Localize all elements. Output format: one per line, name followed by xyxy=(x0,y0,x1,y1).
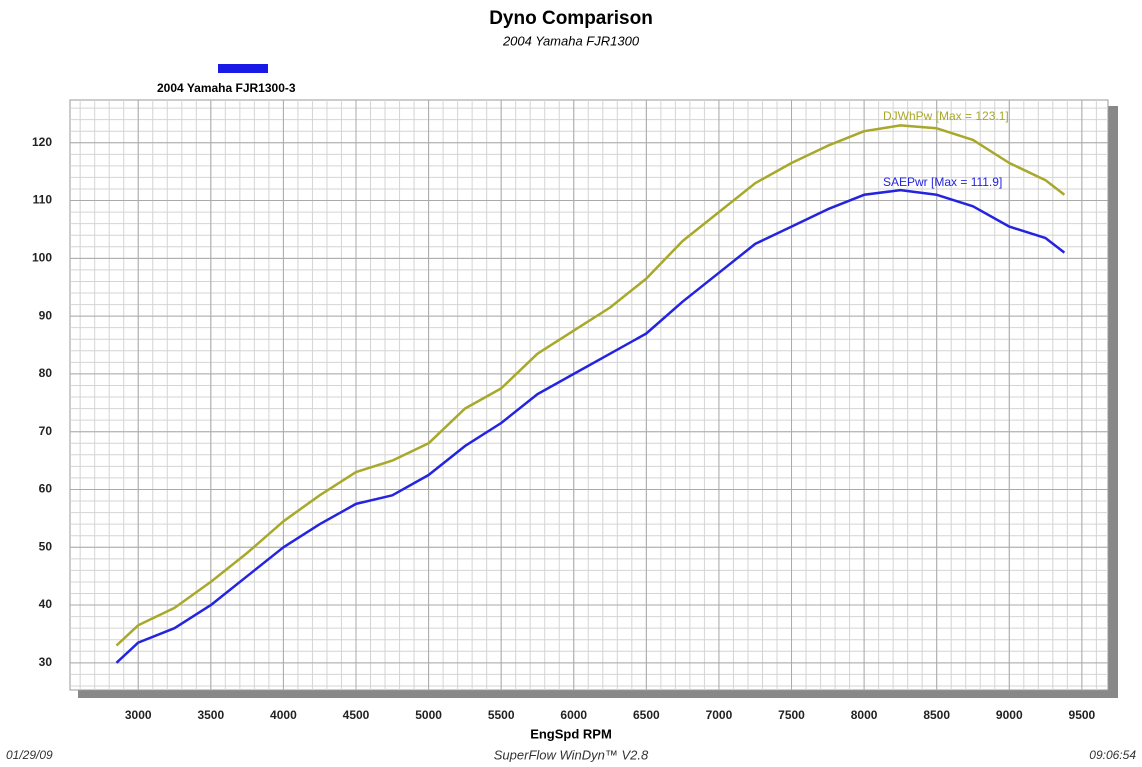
x-tick-label: 4000 xyxy=(270,708,297,722)
chart-subtitle: 2004 Yamaha FJR1300 xyxy=(502,33,640,48)
x-tick-label: 7500 xyxy=(778,708,805,722)
y-tick-label: 100 xyxy=(32,251,52,265)
legend-label: 2004 Yamaha FJR1300-3 xyxy=(157,81,296,95)
y-tick-label: 30 xyxy=(39,655,53,669)
series-line xyxy=(115,188,1066,664)
y-tick-label: 60 xyxy=(39,482,53,496)
y-tick-label: 50 xyxy=(39,539,53,553)
series-line xyxy=(115,124,1066,647)
x-tick-label: 9500 xyxy=(1069,708,1096,722)
x-tick-label: 6500 xyxy=(633,708,660,722)
y-tick-label: 110 xyxy=(33,193,53,207)
chart-title: Dyno Comparison xyxy=(489,8,653,29)
y-tick-label: 70 xyxy=(39,424,53,438)
x-tick-label: 5000 xyxy=(415,708,442,722)
y-tick-label: 90 xyxy=(39,308,53,322)
frame-bottom xyxy=(78,690,1118,698)
y-tick-label: 40 xyxy=(39,597,53,611)
legend-swatch xyxy=(218,64,268,73)
footer-time: 09:06:54 xyxy=(1089,748,1136,762)
x-tick-label: 7000 xyxy=(706,708,733,722)
x-tick-label: 3500 xyxy=(197,708,224,722)
x-tick-label: 3000 xyxy=(125,708,152,722)
series-annotation: DJWhPw [Max = 123.1] xyxy=(883,109,1009,123)
series-annotation: SAEPwr [Max = 111.9] xyxy=(883,175,1002,189)
x-tick-label: 4500 xyxy=(343,708,370,722)
plot-area xyxy=(69,99,1109,691)
x-tick-label: 9000 xyxy=(996,708,1023,722)
frame-right xyxy=(1108,106,1118,698)
footer-date: 01/29/09 xyxy=(6,748,53,762)
x-tick-label: 8000 xyxy=(851,708,878,722)
y-tick-label: 80 xyxy=(39,366,53,380)
x-tick-label: 5500 xyxy=(488,708,515,722)
x-tick-label: 8500 xyxy=(923,708,950,722)
x-tick-label: 6000 xyxy=(560,708,587,722)
y-tick-label: 120 xyxy=(32,135,52,149)
footer-software: SuperFlow WinDyn™ V2.8 xyxy=(494,747,649,762)
x-axis-label: EngSpd RPM xyxy=(530,726,612,741)
